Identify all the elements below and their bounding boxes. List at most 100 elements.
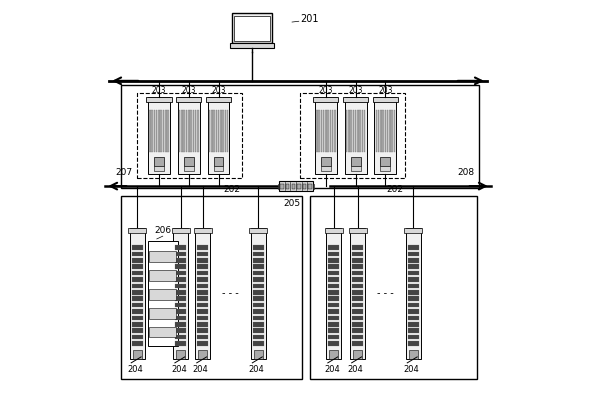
Bar [175, 271, 186, 276]
Bar [173, 228, 188, 359]
Bar [193, 110, 194, 152]
Bar [160, 110, 162, 152]
Text: 204: 204 [348, 365, 364, 374]
Bar [352, 328, 363, 333]
Bar [376, 110, 377, 152]
Bar [158, 110, 160, 152]
Bar [328, 252, 339, 256]
Bar [253, 271, 264, 276]
Bar [408, 271, 419, 276]
Bar [194, 228, 212, 233]
Bar [350, 110, 352, 152]
Text: 203: 203 [378, 86, 392, 95]
Bar [197, 309, 208, 314]
Bar [362, 110, 363, 152]
Bar [184, 157, 194, 166]
Bar [352, 316, 363, 320]
Bar [334, 110, 335, 152]
Bar [149, 289, 176, 300]
Bar [197, 322, 208, 327]
Bar [329, 350, 338, 359]
Bar [154, 157, 164, 166]
Bar [175, 341, 186, 346]
Bar [408, 322, 419, 327]
Text: 204: 204 [171, 365, 187, 374]
Text: 204: 204 [324, 365, 340, 374]
Bar [352, 341, 363, 346]
Bar [404, 228, 422, 233]
Bar [223, 110, 224, 152]
Bar [132, 271, 143, 276]
Bar [352, 296, 363, 301]
Bar [121, 196, 302, 379]
Bar [175, 284, 186, 288]
Bar [132, 328, 143, 333]
Bar [328, 328, 339, 333]
Text: 201: 201 [300, 14, 319, 24]
Bar [253, 328, 264, 333]
Bar [121, 85, 479, 188]
Bar [348, 110, 350, 152]
Bar [408, 290, 419, 295]
Bar [316, 110, 317, 152]
Bar [132, 290, 143, 295]
Bar [352, 309, 363, 314]
Bar [195, 228, 210, 359]
Bar [235, 16, 270, 41]
Bar [149, 252, 176, 262]
Bar [227, 110, 229, 152]
Bar [382, 110, 384, 152]
Bar [197, 303, 208, 308]
Bar [137, 93, 242, 178]
Bar [352, 284, 363, 288]
Text: 206: 206 [154, 226, 172, 235]
Bar [310, 196, 477, 379]
Bar [253, 303, 264, 308]
Bar [408, 303, 419, 308]
Bar [148, 241, 178, 346]
Bar [132, 303, 143, 308]
Bar [328, 290, 339, 295]
Bar [206, 97, 231, 102]
Bar [408, 258, 419, 263]
Bar [408, 284, 419, 288]
Bar [132, 258, 143, 263]
Bar [197, 328, 208, 333]
Bar [133, 350, 142, 359]
Bar [325, 110, 326, 152]
Bar [343, 97, 368, 102]
Bar [408, 264, 419, 269]
Text: 202: 202 [386, 185, 403, 194]
Bar [292, 184, 295, 188]
Bar [149, 308, 176, 318]
Bar [353, 110, 354, 152]
Bar [208, 97, 229, 174]
Bar [380, 166, 391, 171]
Bar [188, 110, 190, 152]
Bar [359, 110, 361, 152]
Bar [352, 290, 363, 295]
Bar [353, 350, 362, 359]
Bar [175, 290, 186, 295]
Bar [128, 228, 146, 233]
Bar [394, 110, 395, 152]
Bar [321, 157, 331, 166]
Bar [176, 97, 202, 102]
Bar [181, 110, 183, 152]
Bar [184, 110, 185, 152]
Bar [148, 97, 170, 174]
Bar [378, 110, 379, 152]
Bar [130, 228, 145, 359]
Bar [352, 335, 363, 339]
Text: 204: 204 [127, 365, 143, 374]
Bar [346, 110, 347, 152]
Bar [364, 110, 365, 152]
Bar [154, 166, 164, 171]
Bar [320, 110, 322, 152]
Bar [190, 110, 192, 152]
Bar [328, 341, 339, 346]
Bar [355, 110, 356, 152]
Bar [408, 309, 419, 314]
Bar [146, 97, 172, 102]
Bar [329, 110, 331, 152]
